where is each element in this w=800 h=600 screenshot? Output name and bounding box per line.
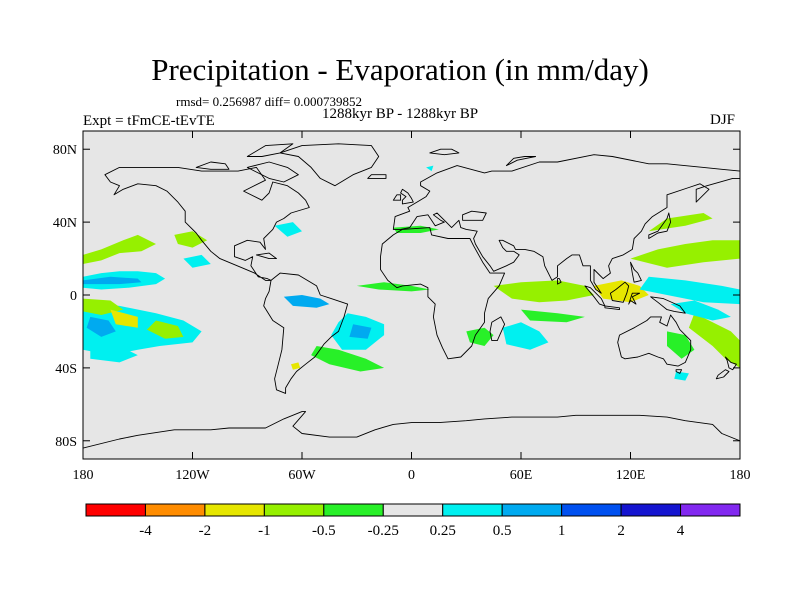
rmsd-subtitle: rmsd= 0.256987 diff= 0.000739852 — [176, 94, 362, 109]
coastline-africa — [380, 227, 506, 360]
contour-indian-ocean-neg — [493, 280, 594, 303]
coastline-japan — [648, 212, 672, 239]
map-title: Precipitation - Evaporation (in mm/day) — [151, 52, 649, 87]
colorbar-swatch — [204, 503, 265, 517]
colorbar-swatch — [680, 503, 741, 517]
coastline-new-zealand-s — [715, 369, 730, 380]
lon-tick-label: 0 — [408, 468, 415, 483]
contour-s-america-neg-small — [291, 362, 301, 370]
lat-tick-label: 0 — [70, 289, 77, 304]
coastline-antarctica — [83, 411, 740, 449]
coastline-new-guinea — [650, 296, 686, 314]
contour-s-ocean-pos-australia — [674, 371, 689, 381]
colorbar-label: 0.25 — [430, 523, 456, 539]
lon-tick-label: 120E — [616, 468, 646, 483]
lon-tick-label: 180 — [73, 468, 94, 483]
lat-tick-label: 80S — [55, 435, 77, 450]
coastline-novaya-zemlya — [505, 156, 537, 167]
contour-s-atlantic-pos-core — [349, 324, 372, 339]
contour-spcz-neg — [688, 313, 740, 368]
coastline-victoria-island — [195, 161, 230, 170]
coastline-baffin — [246, 161, 299, 183]
contour-w-pacific-pos — [639, 276, 740, 305]
coastline-cuba — [255, 252, 277, 260]
colorbar-label: -2 — [199, 523, 212, 539]
coastline-sulawesi — [628, 292, 641, 305]
coastline-ellesmere — [246, 143, 294, 157]
contour-sacz-neg — [311, 346, 385, 372]
lon-tick-label: 120W — [175, 468, 210, 483]
lon-tick-label: 180 — [730, 468, 751, 483]
coastline-madagascar — [489, 316, 506, 342]
colorbar-swatch — [442, 503, 503, 517]
coastline-greenland — [279, 143, 380, 187]
colorbar-swatch — [323, 503, 384, 517]
contour-amazon-pos — [283, 295, 330, 308]
colorbar-swatch — [620, 503, 682, 517]
coastline-iceland — [367, 174, 387, 179]
colorbar-label: -1 — [258, 523, 271, 539]
contour-arctic-pos — [426, 165, 434, 172]
contour-indian-ocean-pos-south — [502, 322, 549, 350]
contour-n-pacific-neg — [83, 234, 156, 264]
contour-indian-ocean-neg-south — [521, 309, 585, 323]
colorbar-swatch — [561, 503, 622, 517]
coastline-philippines — [630, 261, 642, 283]
contour-n-pacific-east-neg — [174, 231, 208, 248]
experiment-label: Expt = tFmCE-tEvTE — [83, 113, 215, 129]
contour-w-pacific-neg — [630, 240, 740, 268]
coastline-borneo — [609, 281, 630, 303]
coastline-north-america — [104, 166, 310, 281]
coastline-ireland — [392, 194, 402, 201]
lon-tick-label: 60W — [288, 468, 316, 483]
season-label: DJF — [710, 112, 736, 128]
contour-n-pacific-east-pos — [183, 254, 211, 268]
coastline-great-britain — [400, 188, 414, 205]
colorbar-label: -0.5 — [312, 523, 336, 539]
colorbar-label: -4 — [139, 523, 152, 539]
colorbar-label: -0.25 — [368, 523, 399, 539]
coastline-tasmania — [675, 369, 683, 374]
contour-n-pacific-band-core — [83, 276, 142, 285]
colorbar-label: 0.5 — [493, 523, 512, 539]
contour-spcz-pos — [670, 300, 731, 321]
coastline-australia — [617, 314, 692, 367]
lat-tick-label: 40N — [53, 216, 77, 231]
contour-n-atlantic-pos — [274, 222, 302, 237]
lat-tick-label: 40S — [55, 362, 77, 377]
colorbar-swatch — [263, 503, 325, 517]
colorbar-swatch — [382, 503, 444, 517]
contour-maritime-neg — [594, 280, 649, 303]
colorbar-swatch — [144, 503, 206, 517]
coastline-new-zealand-n — [724, 356, 737, 371]
plot-area: 80N 40N 0 40S 80S 180 120W 60W 0 60E 120E 180 — [53, 130, 751, 483]
colorbar-label: 2 — [617, 523, 625, 539]
lon-tick-label: 60E — [510, 468, 533, 483]
coastline-south-america — [263, 272, 349, 394]
contour-w-pacific-neg-north — [648, 213, 713, 232]
contour-s-pacific-neg-2 — [110, 309, 138, 328]
contour-s-pacific-neg-3 — [146, 320, 184, 339]
contour-s-pacific-pos-south — [90, 342, 138, 363]
coastline-java — [604, 305, 620, 311]
coastline-svalbard — [429, 148, 460, 156]
contour-australia-neg — [667, 331, 695, 359]
colorbar-label: 1 — [558, 523, 566, 539]
coastline-black-caspian — [462, 210, 487, 221]
contour-s-pacific-pos-sw — [86, 316, 116, 337]
colorbar: -4 -2 -1 -0.5 -0.25 0.25 0.5 1 2 4 — [85, 503, 741, 539]
colorbar-swatch — [85, 503, 146, 517]
contour-atl-itcz-neg — [356, 282, 430, 292]
coastline-eurasia — [392, 154, 740, 294]
coastline-sri-lanka — [557, 278, 562, 285]
colorbar-label: 4 — [677, 523, 685, 539]
colorbar-swatch — [501, 503, 563, 517]
period-label: 1288kyr BP - 1288kyr BP — [322, 106, 479, 122]
lat-tick-label: 80N — [53, 143, 77, 158]
